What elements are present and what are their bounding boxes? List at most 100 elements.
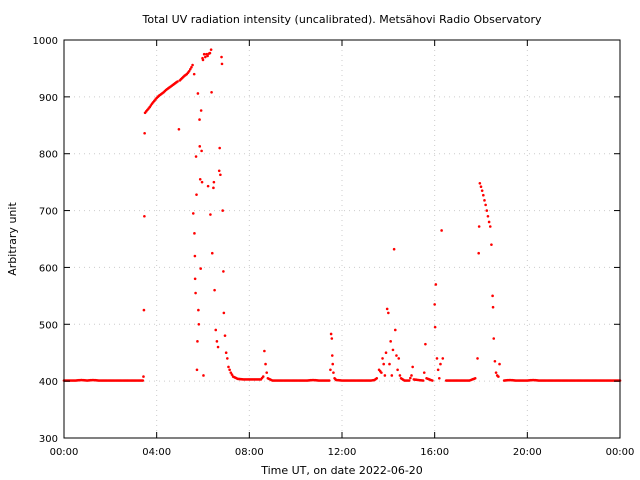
data-point <box>199 267 202 270</box>
data-point <box>195 193 198 196</box>
data-point <box>491 305 495 309</box>
data-point <box>381 357 384 360</box>
data-point <box>433 325 437 329</box>
data-point <box>222 311 226 315</box>
data-point <box>380 371 383 374</box>
data-point <box>201 58 205 62</box>
y-tick-label: 400 <box>39 377 58 388</box>
data-point <box>216 345 220 349</box>
data-point <box>226 357 229 360</box>
data-point <box>220 55 223 59</box>
data-point <box>194 155 198 158</box>
data-point <box>391 348 395 352</box>
data-point <box>212 180 216 184</box>
data-point <box>197 322 201 326</box>
data-point <box>263 349 266 353</box>
data-point <box>261 375 265 378</box>
data-point <box>198 178 202 181</box>
data-point <box>438 377 441 380</box>
data-point <box>493 359 497 363</box>
data-point <box>220 62 224 66</box>
data-point <box>485 209 489 212</box>
data-point <box>477 251 480 255</box>
data-point <box>396 368 399 372</box>
data-point <box>187 69 191 73</box>
x-tick-label: 08:00 <box>235 447 264 458</box>
data-point <box>478 181 482 185</box>
data-point <box>221 209 224 212</box>
data-point <box>329 368 332 372</box>
data-point <box>441 357 445 360</box>
data-point <box>382 362 386 366</box>
y-tick-label: 800 <box>39 150 58 161</box>
data-point <box>191 63 194 67</box>
data-point <box>143 131 146 135</box>
data-point <box>142 308 146 312</box>
data-point <box>421 379 425 382</box>
data-point <box>393 328 397 332</box>
data-point <box>487 220 491 224</box>
data-point <box>193 277 197 281</box>
data-point <box>200 180 204 184</box>
data-point <box>409 376 412 380</box>
data-point <box>484 203 487 207</box>
x-tick-label: 16:00 <box>420 447 449 458</box>
y-axis-label: Arbitrary unit <box>6 202 19 276</box>
data-point <box>195 368 199 372</box>
data-point <box>390 374 394 377</box>
data-point <box>223 334 227 337</box>
data-point <box>431 379 434 382</box>
data-point <box>227 365 230 369</box>
plot-frame <box>63 39 621 439</box>
data-point <box>482 193 485 197</box>
data-point <box>265 371 269 374</box>
data-point <box>331 362 335 366</box>
data-point <box>486 214 490 218</box>
x-tick-label: 20:00 <box>513 447 542 458</box>
y-axis-ticks: 300 400 500 600 700 800 900 1000 <box>33 36 620 445</box>
x-tick-label: 00:00 <box>606 447 635 458</box>
grid-lines <box>64 40 620 438</box>
data-point <box>228 368 231 372</box>
data-point <box>192 72 196 76</box>
data-point <box>332 371 335 374</box>
data-point <box>436 368 440 372</box>
data-point <box>422 371 426 374</box>
y-tick-label: 700 <box>39 207 58 218</box>
data-point <box>199 109 203 112</box>
data-point <box>142 375 145 378</box>
x-axis-label: Time UT, on date 2022-06-20 <box>260 464 423 477</box>
data-point <box>490 243 493 246</box>
data-point <box>230 373 234 376</box>
data-point <box>210 91 213 94</box>
data-point <box>206 54 209 58</box>
data-point <box>209 48 213 51</box>
x-tick-label: 12:00 <box>328 447 357 458</box>
data-point <box>218 146 221 150</box>
data-point <box>389 340 392 343</box>
y-tick-label: 500 <box>39 320 58 331</box>
data-point <box>398 374 402 377</box>
chart-title: Total UV radiation intensity (uncalibrat… <box>142 13 542 26</box>
data-point <box>194 291 197 295</box>
data-point <box>383 374 387 377</box>
data-point <box>477 225 481 228</box>
data-point <box>213 288 216 292</box>
data-point <box>212 186 215 190</box>
data-point <box>214 328 218 332</box>
data-point <box>196 92 200 95</box>
data-point <box>410 374 413 377</box>
data-point <box>206 184 210 188</box>
x-tick-label: 04:00 <box>142 447 171 458</box>
data-point <box>327 379 331 382</box>
data-point <box>141 379 145 382</box>
data-point <box>264 362 267 366</box>
data-point <box>193 254 197 258</box>
data-point <box>385 307 389 311</box>
data-point <box>387 311 390 315</box>
data-point <box>388 362 391 366</box>
data-point <box>176 80 179 83</box>
data-point <box>395 354 398 357</box>
data-point <box>204 55 207 59</box>
data-point <box>196 340 199 343</box>
